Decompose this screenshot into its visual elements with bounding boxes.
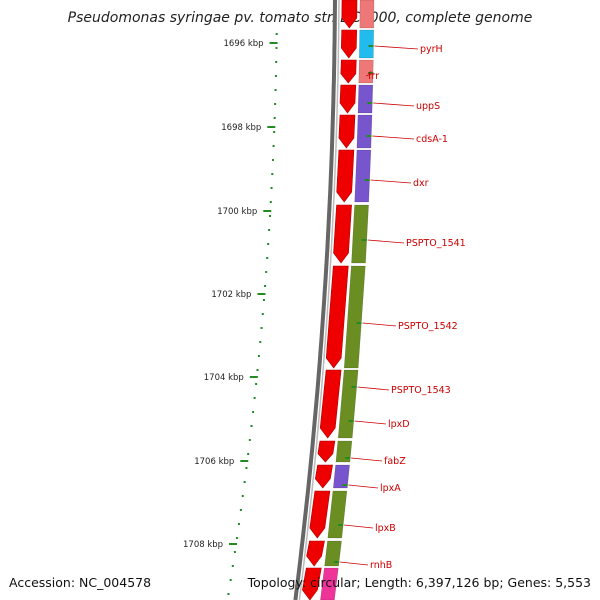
gene-arrow — [341, 0, 358, 29]
cog-block — [357, 84, 374, 114]
cog-block — [333, 464, 350, 489]
gene-arrow — [319, 369, 342, 439]
backbone-track — [293, 0, 340, 600]
backbone-outer — [293, 0, 337, 600]
gene-arrow — [340, 29, 358, 59]
cog-block — [359, 29, 374, 59]
gene-labels: pyrH frr uppS cdsA-1 dxr PSPTO_1541 PSPTO_1542… — [333, 44, 466, 571]
gene-arrow — [339, 84, 357, 114]
gene-label: lpxB — [375, 523, 396, 534]
gene-arrow — [314, 464, 333, 489]
leader-line — [370, 179, 412, 184]
gene-label: PSPTO_1541 — [406, 238, 466, 249]
gene-arrow — [336, 149, 355, 203]
cog-block — [335, 440, 353, 463]
gene-label: frr — [368, 71, 379, 82]
leader-line — [344, 524, 374, 529]
gene-label: rnhB — [370, 560, 392, 571]
leader-line — [367, 239, 405, 244]
cog-block — [324, 540, 342, 567]
map-title: Pseudomonas syringae pv. tomato str. DC3… — [67, 10, 533, 26]
gene-label: fabZ — [384, 456, 406, 467]
gene-label: PSPTO_1542 — [398, 321, 458, 332]
leader-line — [354, 420, 387, 425]
gene-label: uppS — [416, 101, 440, 112]
cog-block — [343, 265, 366, 369]
leader-line — [362, 322, 397, 327]
cog-block — [327, 490, 348, 539]
gene-label: pyrH — [420, 44, 443, 55]
kbp-scale: 1696 kbp 1698 kbp 1700 kbp 1702 kbp 1704 kbp… — [183, 33, 278, 595]
gene-label: lpxA — [380, 483, 401, 494]
gene-arrow — [333, 204, 352, 264]
gene-arrow — [340, 59, 357, 84]
leader-line — [351, 457, 383, 462]
forward-strand-track — [302, 0, 358, 600]
cog-block — [320, 567, 339, 600]
cog-block — [351, 204, 369, 264]
gene-arrow — [302, 567, 322, 600]
gene-arrow — [306, 540, 325, 567]
cog-block — [356, 114, 373, 149]
scale-label: 1704 kbp — [204, 373, 244, 383]
leader-line — [373, 102, 415, 107]
gene-arrow — [317, 440, 336, 463]
gene-arrow — [338, 114, 356, 149]
gene-label: PSPTO_1543 — [391, 385, 451, 396]
cog-block — [354, 149, 372, 203]
backbone-inner — [298, 0, 340, 600]
scale-label: 1696 kbp — [224, 39, 264, 49]
topology-summary: Topology: circular; Length: 6,397,126 bp… — [247, 575, 591, 590]
scale-label: 1698 kbp — [221, 123, 261, 133]
leader-line — [372, 135, 415, 140]
gene-label: cdsA-1 — [416, 134, 448, 145]
leader-line — [339, 561, 369, 566]
scale-label: 1700 kbp — [217, 207, 257, 217]
gene-arrow — [325, 265, 349, 369]
accession-text: Accession: NC_004578 — [9, 575, 152, 590]
scale-label: 1706 kbp — [194, 457, 234, 467]
leader-line — [357, 386, 390, 391]
scale-label: 1708 kbp — [183, 540, 223, 550]
gene-label: lpxD — [388, 419, 410, 430]
gene-label: dxr — [413, 178, 429, 189]
leader-line — [348, 484, 379, 489]
gene-arrow — [309, 490, 331, 539]
cog-block — [359, 0, 375, 29]
cog-block — [358, 59, 374, 84]
scale-label: 1702 kbp — [211, 290, 251, 300]
leader-line — [365, 72, 375, 77]
leader-line — [374, 45, 419, 50]
cog-block — [337, 369, 359, 439]
